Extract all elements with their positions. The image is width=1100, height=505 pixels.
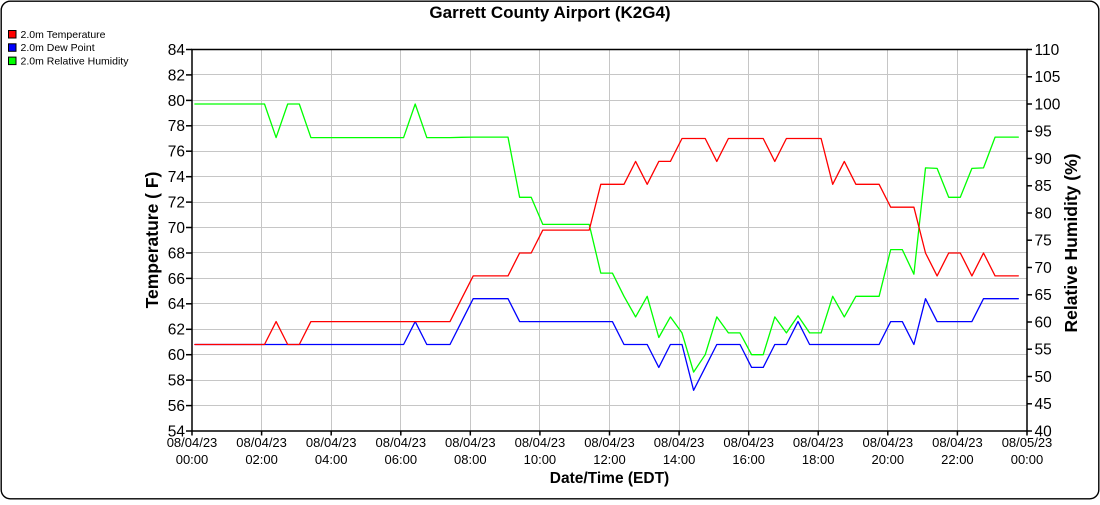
svg-text:08/04/23: 08/04/23	[584, 435, 635, 450]
svg-text:58: 58	[168, 373, 185, 390]
svg-text:08/04/23: 08/04/23	[932, 435, 983, 450]
svg-text:00:00: 00:00	[1011, 452, 1044, 467]
svg-text:00:00: 00:00	[176, 452, 209, 467]
svg-text:08/04/23: 08/04/23	[515, 435, 566, 450]
svg-text:2.0m Relative Humidity: 2.0m Relative Humidity	[21, 56, 130, 68]
svg-text:08/04/23: 08/04/23	[306, 435, 357, 450]
svg-text:16:00: 16:00	[732, 452, 765, 467]
svg-text:08/04/23: 08/04/23	[862, 435, 913, 450]
svg-text:55: 55	[1035, 342, 1052, 359]
svg-text:08/04/23: 08/04/23	[375, 435, 426, 450]
svg-text:08/04/23: 08/04/23	[793, 435, 844, 450]
svg-text:08/04/23: 08/04/23	[654, 435, 705, 450]
svg-text:80: 80	[168, 93, 186, 110]
svg-text:Date/Time (EDT): Date/Time (EDT)	[550, 470, 669, 487]
svg-text:08/05/23: 08/05/23	[1002, 435, 1053, 450]
svg-text:Garrett County Airport (K2G4): Garrett County Airport (K2G4)	[429, 3, 670, 22]
svg-text:110: 110	[1035, 42, 1060, 59]
svg-text:100: 100	[1035, 96, 1061, 113]
svg-text:54: 54	[168, 423, 186, 440]
svg-text:08/04/23: 08/04/23	[723, 435, 774, 450]
svg-text:45: 45	[1035, 396, 1052, 413]
svg-text:74: 74	[168, 169, 186, 186]
svg-text:90: 90	[1035, 151, 1053, 168]
svg-text:62: 62	[168, 322, 185, 339]
svg-text:60: 60	[1035, 314, 1053, 331]
svg-text:06:00: 06:00	[385, 452, 418, 467]
svg-text:95: 95	[1035, 124, 1052, 141]
svg-text:68: 68	[168, 245, 185, 262]
svg-text:76: 76	[168, 144, 185, 161]
svg-text:20:00: 20:00	[872, 452, 905, 467]
svg-text:2.0m Temperature: 2.0m Temperature	[21, 29, 106, 41]
svg-text:08/04/23: 08/04/23	[236, 435, 287, 450]
svg-text:82: 82	[168, 67, 185, 84]
svg-text:22:00: 22:00	[941, 452, 974, 467]
svg-text:08/04/23: 08/04/23	[167, 435, 218, 450]
svg-text:Temperature ( F): Temperature ( F)	[142, 172, 162, 309]
svg-text:2.0m Dew Point: 2.0m Dew Point	[21, 42, 95, 54]
svg-text:105: 105	[1035, 69, 1061, 86]
svg-text:40: 40	[1035, 423, 1053, 440]
svg-text:08/04/23: 08/04/23	[445, 435, 496, 450]
svg-text:84: 84	[168, 42, 186, 59]
svg-text:02:00: 02:00	[245, 452, 278, 467]
svg-text:65: 65	[1035, 287, 1052, 304]
svg-text:64: 64	[168, 296, 186, 313]
svg-text:85: 85	[1035, 178, 1052, 195]
svg-text:80: 80	[1035, 205, 1053, 222]
svg-text:Relative Humidity (%): Relative Humidity (%)	[1061, 154, 1081, 333]
svg-text:08:00: 08:00	[454, 452, 487, 467]
svg-text:50: 50	[1035, 369, 1053, 386]
svg-text:60: 60	[168, 347, 186, 364]
svg-text:14:00: 14:00	[663, 452, 696, 467]
svg-text:10:00: 10:00	[524, 452, 557, 467]
svg-text:70: 70	[1035, 260, 1053, 277]
svg-text:12:00: 12:00	[593, 452, 626, 467]
svg-text:72: 72	[168, 195, 185, 212]
svg-text:56: 56	[168, 398, 185, 415]
svg-text:04:00: 04:00	[315, 452, 348, 467]
svg-text:66: 66	[168, 271, 185, 288]
svg-text:70: 70	[168, 220, 186, 237]
svg-text:78: 78	[168, 118, 185, 135]
svg-text:18:00: 18:00	[802, 452, 835, 467]
svg-text:75: 75	[1035, 233, 1052, 250]
